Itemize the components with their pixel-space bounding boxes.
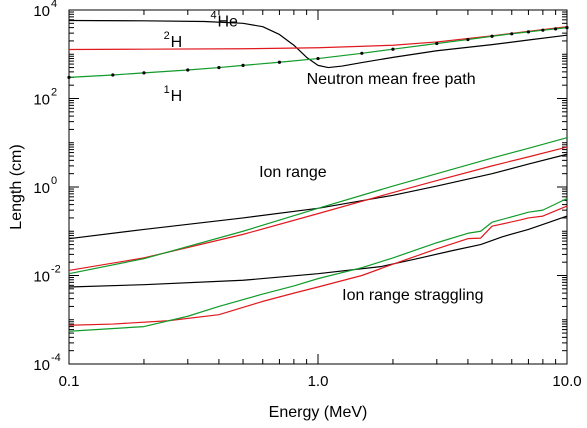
point-h1-mfp: [67, 75, 71, 79]
annotation-h2-sup: 2: [164, 30, 170, 42]
point-h1-mfp: [466, 37, 470, 42]
y-tick-label: 10: [33, 3, 50, 20]
series-h1-mfp: [68, 27, 568, 78]
point-h1-mfp: [565, 26, 569, 30]
x-tick-label: 1.0: [308, 373, 329, 390]
x-axis-title: Energy (MeV): [269, 404, 368, 421]
y-tick-exponent: 4: [51, 0, 57, 10]
annotation-h1: H: [171, 88, 183, 105]
x-tick-label: 0.1: [59, 373, 80, 390]
y-axis-title: Length (cm): [8, 144, 25, 229]
point-h1-mfp: [554, 27, 558, 31]
y-tick-exponent: 2: [51, 87, 57, 99]
y-tick-label: 10: [33, 357, 50, 374]
point-h1-mfp: [490, 34, 494, 38]
series-h2-mfp: [68, 26, 568, 51]
annotation-he4-sup: 4: [210, 10, 216, 22]
annotation-straggling: Ion range straggling: [342, 287, 483, 304]
point-h1-mfp: [241, 63, 245, 67]
x-tick-label: 10.0: [552, 373, 581, 390]
y-tick-exponent: 0: [51, 175, 57, 187]
series-h2-straggling: [68, 205, 568, 326]
series-he4-range: [68, 153, 568, 240]
point-h1-mfp: [526, 30, 531, 34]
series-he4-mfp: [68, 19, 568, 69]
annotation-h1-sup: 1: [164, 84, 170, 96]
point-h1-mfp: [391, 47, 395, 51]
series-h1-straggling: [68, 197, 568, 332]
y-tick-exponent: -4: [51, 352, 61, 364]
annotation-mfp: Neutron mean free path: [307, 71, 476, 88]
annotation-h2: H: [171, 34, 183, 51]
point-h1-mfp: [277, 60, 282, 64]
y-tick-exponent: -2: [51, 264, 61, 276]
y-tick-label: 10: [33, 92, 50, 109]
point-h1-mfp: [541, 28, 545, 32]
point-h1-mfp: [217, 65, 221, 70]
point-h1-mfp: [435, 41, 439, 46]
point-h1-mfp: [510, 32, 514, 36]
series-he4-straggling: [68, 215, 568, 288]
point-h1-mfp: [186, 68, 190, 72]
y-tick-label: 10: [33, 269, 50, 286]
y-tick-label: 10: [33, 180, 50, 197]
series-h1-range: [68, 137, 568, 275]
point-h1-mfp: [111, 73, 115, 77]
plot-frame: [68, 9, 568, 365]
annotation-he4: He: [217, 14, 238, 31]
point-h1-mfp: [316, 56, 320, 61]
series-group: [67, 19, 569, 332]
point-h1-mfp: [142, 71, 146, 75]
point-h1-mfp: [360, 51, 364, 55]
annotation-range: Ion range: [259, 164, 327, 181]
